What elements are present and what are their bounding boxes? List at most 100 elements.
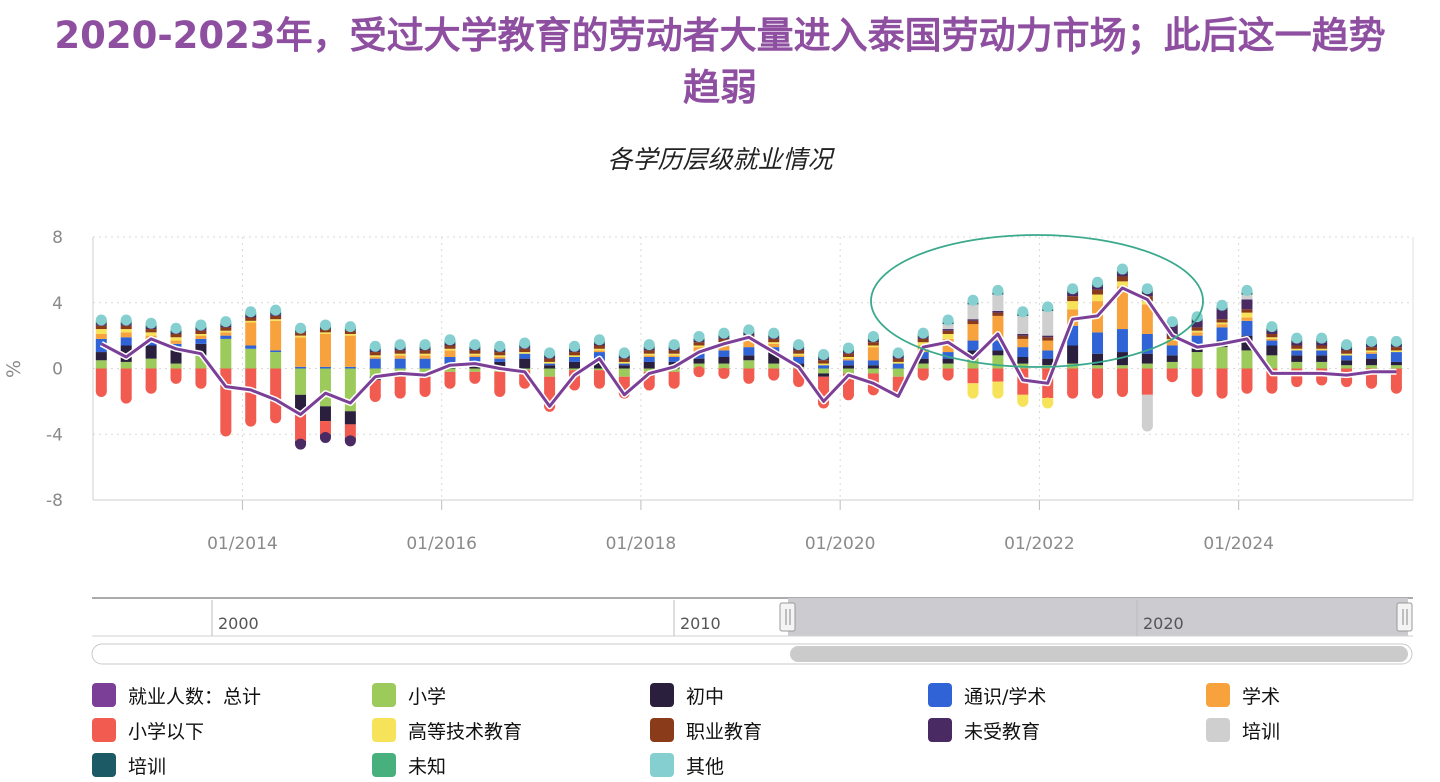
legend-item[interactable]: 小学	[372, 680, 446, 710]
legend-item[interactable]: 小学以下	[92, 715, 204, 745]
bar-segment	[967, 368, 979, 384]
legend-item[interactable]: 就业人数：总计	[92, 680, 261, 710]
bar-segment	[519, 358, 531, 369]
bar-segment	[120, 329, 132, 333]
bar-segment	[1067, 301, 1079, 310]
bar-segment	[842, 358, 854, 361]
bar-segment	[643, 368, 655, 372]
bar-cap	[1191, 386, 1203, 398]
legend-item[interactable]: 其他	[650, 750, 724, 780]
bar-segment	[444, 345, 456, 349]
bar-segment	[1241, 294, 1253, 300]
bar-segment	[344, 366, 356, 369]
bar-segment	[494, 356, 506, 359]
bar-segment	[593, 370, 605, 384]
bar-cap	[344, 435, 356, 447]
bar-segment	[245, 348, 257, 369]
legend-item[interactable]: 初中	[650, 680, 724, 710]
bar-segment	[1141, 353, 1153, 364]
bar-cap	[1166, 371, 1178, 383]
bar-segment	[544, 361, 556, 364]
bar-cap	[444, 377, 456, 389]
bar-segment	[295, 411, 307, 441]
bar-segment	[643, 355, 655, 357]
x-tick-label: 01/2014	[207, 534, 278, 554]
legend-item[interactable]: 通识/学术	[928, 680, 1046, 710]
bar-stack	[270, 304, 282, 424]
bar-segment	[295, 332, 307, 336]
bar-segment	[942, 352, 954, 359]
bar-segment	[992, 312, 1004, 316]
bar-segment	[319, 421, 331, 435]
bar-segment	[270, 368, 282, 418]
bar-segment	[793, 355, 805, 357]
bar-cap	[1365, 377, 1377, 389]
bar-segment	[295, 366, 307, 369]
bar-segment	[1316, 345, 1328, 349]
bar-stack	[319, 319, 331, 444]
bar-segment	[1141, 363, 1153, 369]
navigator-label: 2000	[218, 614, 259, 633]
bar-segment	[1067, 292, 1079, 297]
bar-cap	[519, 337, 531, 349]
bar-segment	[992, 315, 1004, 341]
navigator-handle[interactable]	[1396, 602, 1413, 632]
bar-cap	[842, 342, 854, 354]
legend-swatch	[372, 718, 396, 742]
bar-segment	[992, 294, 1004, 311]
navigator-handle[interactable]	[779, 602, 796, 632]
bar-segment	[394, 350, 406, 354]
bar-segment	[195, 330, 207, 334]
bar-segment	[245, 322, 257, 346]
bar-segment	[1116, 329, 1128, 353]
bar-stack	[444, 334, 456, 389]
bar-cap	[917, 327, 929, 339]
bar-segment	[170, 350, 182, 364]
legend-item[interactable]: 高等技术教育	[372, 715, 522, 745]
bar-cap	[419, 386, 431, 398]
total-line	[99, 285, 1397, 418]
legend-label: 其他	[686, 755, 725, 778]
bar-segment	[1390, 368, 1402, 389]
legend-label: 职业教育	[686, 720, 763, 743]
legend-swatch	[372, 683, 396, 707]
bar-segment	[469, 353, 481, 356]
bar-segment	[245, 320, 257, 323]
bar-segment	[1390, 347, 1402, 351]
bar-segment	[992, 350, 1004, 356]
bar-segment	[444, 348, 456, 351]
bar-cap	[942, 369, 954, 381]
bar-cap	[469, 339, 481, 351]
bar-segment	[270, 320, 282, 351]
y-tick-label: 4	[52, 294, 63, 314]
legend-item[interactable]: 未受教育	[928, 715, 1040, 745]
legend-item[interactable]: 培训	[1206, 715, 1280, 745]
bar-segment	[1291, 348, 1303, 351]
bar-segment	[344, 424, 356, 438]
bar-segment	[942, 363, 954, 369]
legend-item[interactable]: 学术	[1206, 680, 1280, 710]
bar-stack	[344, 321, 356, 447]
bar-segment	[319, 368, 331, 407]
chart-area: 8 4 0 -4 -8% 01/2014 01/2016 01/2018 01/2020 01/2…	[3, 228, 1414, 665]
legend-item[interactable]: 未知	[372, 750, 446, 780]
bar-segment	[1042, 340, 1054, 351]
bar-segment	[494, 371, 506, 392]
range-navigator[interactable]: 2000 2010 2020	[91, 597, 1413, 665]
legend-swatch	[92, 683, 116, 707]
bar-segment	[1216, 319, 1228, 323]
bar-segment	[842, 356, 854, 359]
legend-item[interactable]: 职业教育	[650, 715, 762, 745]
legend-item[interactable]: 培训	[92, 750, 166, 780]
navigator-scrollbar-thumb[interactable]	[790, 646, 1408, 662]
bar-cap	[1141, 420, 1153, 432]
bar-segment	[1266, 330, 1278, 334]
bar-stack	[1116, 263, 1128, 398]
bar-stack	[1341, 339, 1353, 388]
bar-segment	[1266, 338, 1278, 341]
bar-segment	[519, 352, 531, 354]
bar-cap	[419, 339, 431, 351]
bar-cap	[942, 314, 954, 326]
bar-segment	[1092, 365, 1104, 369]
bar-segment	[668, 368, 680, 372]
